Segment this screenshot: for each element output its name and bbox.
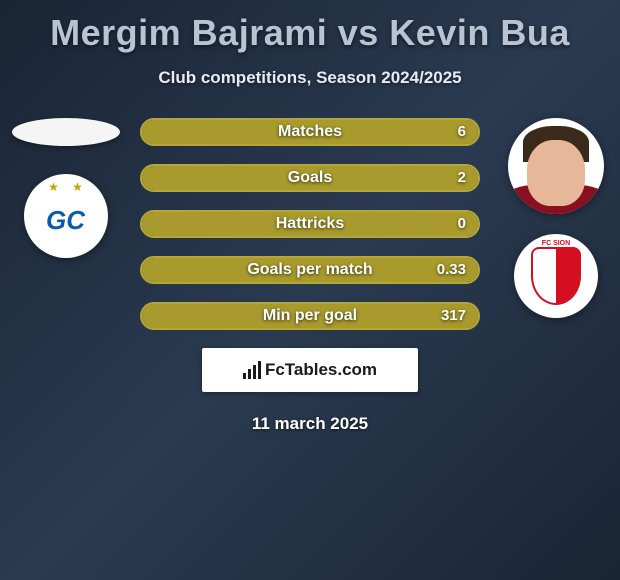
- stat-bar: Goals per match0.33: [140, 256, 480, 284]
- comparison-content: ★ ★ GC FC SION Matches6 Goals2 Hattricks0 G…: [0, 118, 620, 434]
- stat-bars: Matches6Goals2Hattricks0Goals per match0…: [140, 118, 480, 330]
- player-right-club-badge: FC SION: [514, 234, 598, 318]
- stat-bar: Min per goal317: [140, 302, 480, 330]
- stat-bar: Matches6: [140, 118, 480, 146]
- stat-value: 0: [458, 212, 466, 236]
- comparison-date: 11 march 2025: [0, 414, 620, 434]
- comparison-subtitle: Club competitions, Season 2024/2025: [0, 68, 620, 88]
- fctables-logo[interactable]: FcTables.com: [202, 348, 418, 392]
- player-right-avatar: [508, 118, 604, 214]
- stat-value: 317: [441, 304, 466, 328]
- stat-bar: Hattricks0: [140, 210, 480, 238]
- stat-label: Goals: [142, 166, 478, 190]
- player-left-club-badge: ★ ★ GC: [24, 174, 108, 258]
- stat-value: 6: [458, 120, 466, 144]
- sion-shield-icon: [531, 247, 581, 305]
- player-right-column: FC SION: [506, 118, 606, 318]
- club-left-initials: GC: [46, 205, 85, 236]
- stat-value: 2: [458, 166, 466, 190]
- logo-text: FcTables.com: [265, 360, 377, 380]
- bar-chart-icon: [243, 361, 261, 379]
- stat-bar: Goals2: [140, 164, 480, 192]
- player-left-avatar-placeholder: [12, 118, 120, 146]
- stat-label: Goals per match: [142, 258, 478, 282]
- stat-label: Hattricks: [142, 212, 478, 236]
- stat-label: Min per goal: [142, 304, 478, 328]
- club-right-label: FC SION: [514, 240, 598, 247]
- stat-label: Matches: [142, 120, 478, 144]
- stat-value: 0.33: [437, 258, 466, 282]
- comparison-title: Mergim Bajrami vs Kevin Bua: [0, 0, 620, 54]
- avatar-face-icon: [527, 140, 585, 206]
- player-left-column: ★ ★ GC: [8, 118, 123, 258]
- club-stars-icon: ★ ★: [48, 180, 83, 194]
